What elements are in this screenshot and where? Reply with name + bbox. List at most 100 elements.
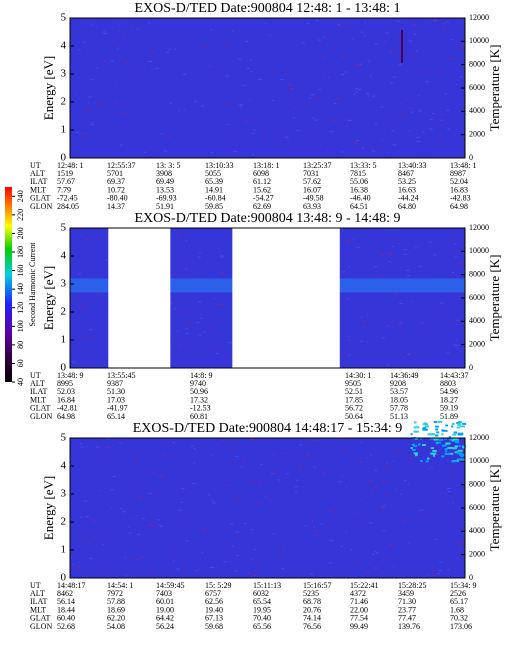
y2-axis-label: Temperature [K] bbox=[487, 45, 502, 132]
speckle bbox=[374, 266, 378, 268]
speckle bbox=[221, 440, 226, 442]
y2-tick-label: 12000 bbox=[469, 433, 489, 442]
speckle bbox=[233, 150, 237, 152]
speckle bbox=[365, 314, 368, 316]
y2-tick-label: 6000 bbox=[469, 503, 485, 512]
speckle bbox=[443, 28, 446, 30]
speckle bbox=[198, 334, 203, 336]
speckle bbox=[177, 111, 181, 113]
hot-speckle bbox=[441, 455, 445, 458]
row-label: GLON bbox=[30, 412, 52, 421]
y-tick-label: 4 bbox=[61, 40, 67, 52]
table-cell: 14:8: 9 bbox=[190, 371, 212, 380]
table-cell: 62.69 bbox=[253, 202, 271, 211]
speckle bbox=[83, 500, 88, 502]
hot-speckle bbox=[460, 455, 464, 458]
row-label: UT bbox=[30, 371, 41, 380]
speckle bbox=[103, 31, 106, 33]
table-cell: 53.25 bbox=[398, 177, 416, 186]
speckle bbox=[96, 105, 99, 107]
speckle bbox=[112, 443, 114, 445]
speckle bbox=[367, 95, 370, 97]
hot-speckle bbox=[424, 425, 429, 428]
speckle bbox=[355, 140, 360, 142]
speckle bbox=[368, 56, 370, 58]
speckle bbox=[283, 544, 285, 546]
speckle bbox=[365, 452, 368, 454]
hot-speckle bbox=[460, 425, 466, 428]
speckle bbox=[418, 510, 420, 512]
speckle bbox=[399, 335, 402, 337]
speckle bbox=[184, 109, 186, 111]
row-label: ILAT bbox=[30, 177, 47, 186]
colorbar-tick-label: 40 bbox=[16, 378, 25, 386]
table-cell: 62.20 bbox=[107, 614, 125, 623]
speckle bbox=[424, 322, 429, 324]
speckle bbox=[172, 560, 175, 562]
hot-speckle bbox=[458, 422, 462, 425]
speckle bbox=[167, 136, 172, 138]
row-label: GLON bbox=[30, 202, 52, 211]
table-cell: 15:11:13 bbox=[253, 581, 281, 590]
speckle bbox=[407, 354, 411, 356]
speckle bbox=[197, 301, 202, 303]
speckle bbox=[392, 460, 395, 462]
speckle bbox=[228, 342, 232, 344]
speckle bbox=[96, 293, 101, 295]
speckle bbox=[341, 141, 344, 143]
speckle bbox=[101, 344, 104, 346]
speckle bbox=[91, 24, 93, 26]
speckle bbox=[261, 442, 264, 444]
y-tick-label: 5 bbox=[61, 12, 67, 24]
speckle bbox=[386, 238, 389, 240]
speckle bbox=[438, 138, 443, 140]
table-cell: 70.32 bbox=[450, 614, 468, 623]
speckle bbox=[337, 24, 341, 26]
speckle bbox=[232, 545, 234, 547]
row-label: ILAT bbox=[30, 387, 47, 396]
data-gap bbox=[108, 228, 171, 368]
speckle bbox=[88, 329, 93, 331]
speckle bbox=[178, 344, 181, 346]
speckle bbox=[386, 462, 388, 464]
speckle bbox=[246, 68, 250, 70]
speckle bbox=[403, 249, 408, 251]
table-cell: 3459 bbox=[398, 589, 414, 598]
speckle bbox=[125, 62, 128, 64]
speckle bbox=[389, 82, 394, 84]
speckle bbox=[193, 448, 196, 450]
speckle bbox=[240, 466, 243, 468]
speckle bbox=[337, 481, 342, 483]
speckle bbox=[459, 542, 463, 544]
table-cell: 65.56 bbox=[253, 622, 271, 631]
speckle bbox=[130, 25, 134, 27]
speckle bbox=[165, 40, 168, 42]
speckle bbox=[250, 71, 253, 73]
speckle bbox=[185, 540, 189, 542]
speckle bbox=[392, 144, 397, 146]
speckle bbox=[347, 298, 350, 300]
speckle bbox=[348, 335, 350, 337]
speckle bbox=[433, 254, 437, 256]
hot-speckle bbox=[451, 425, 454, 428]
speckle bbox=[269, 34, 272, 36]
speckle bbox=[410, 24, 415, 26]
table-cell: 13:55:45 bbox=[107, 371, 135, 380]
speckle bbox=[229, 57, 232, 59]
speckle bbox=[336, 97, 341, 99]
speckle bbox=[71, 554, 74, 556]
y-tick-label: 1 bbox=[61, 334, 67, 346]
speckle bbox=[417, 245, 420, 247]
speckle bbox=[276, 513, 279, 515]
table-cell: 15:16:57 bbox=[303, 581, 331, 590]
speckle bbox=[358, 89, 361, 91]
speckle bbox=[100, 489, 102, 491]
speckle bbox=[355, 91, 358, 93]
speckle bbox=[310, 515, 314, 517]
speckle bbox=[228, 104, 230, 106]
speckle bbox=[88, 473, 92, 475]
speckle bbox=[213, 298, 216, 300]
speckle bbox=[109, 133, 111, 135]
speckle bbox=[241, 85, 246, 87]
speckle bbox=[360, 441, 362, 443]
